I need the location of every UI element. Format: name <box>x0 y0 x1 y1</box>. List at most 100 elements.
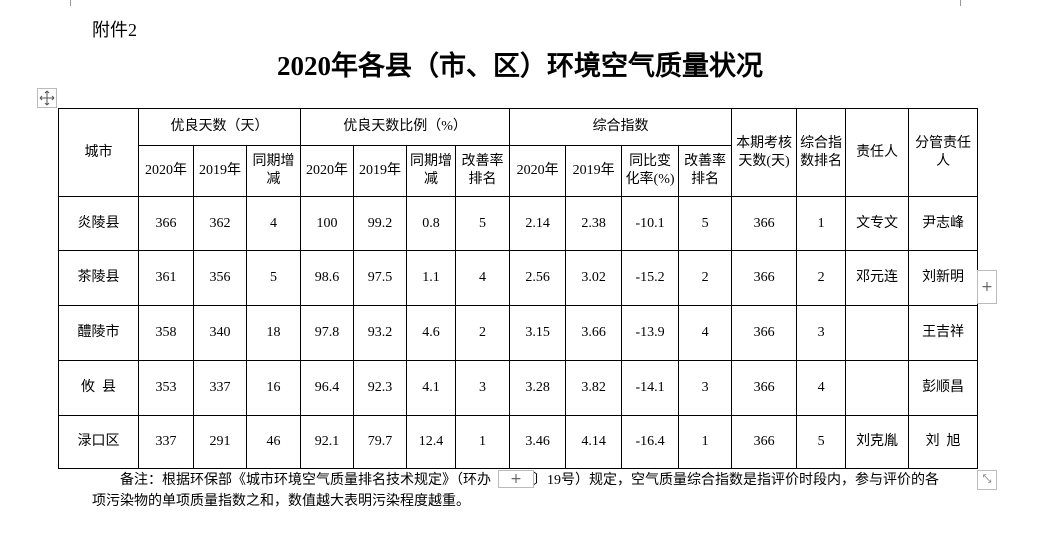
sub-header: 2020年 <box>509 145 567 197</box>
text-cell: 醴陵市 <box>58 305 139 361</box>
text-cell: 刘克胤 <box>845 415 910 469</box>
number-cell: 4.6 <box>406 305 457 361</box>
text-cell: 尹志峰 <box>908 196 979 251</box>
number-cell: 4.1 <box>406 360 457 416</box>
number-cell: 99.2 <box>353 196 408 251</box>
number-cell: 1 <box>455 415 511 469</box>
number-cell: 2.38 <box>565 196 623 251</box>
text-cell: 刘新明 <box>908 250 979 306</box>
sub-header: 2020年 <box>138 145 194 197</box>
number-cell: 1 <box>678 415 733 469</box>
text-cell: 炎陵县 <box>58 196 139 251</box>
number-cell: 93.2 <box>353 305 408 361</box>
number-cell: -15.2 <box>621 250 680 306</box>
number-cell: 1 <box>796 196 847 251</box>
sub-header: 改善率排名 <box>678 145 733 197</box>
number-cell: 96.4 <box>300 360 355 416</box>
group-header: 责任人 <box>845 108 910 197</box>
margin-mark <box>960 0 961 6</box>
number-cell: 3.46 <box>509 415 567 469</box>
number-cell: 362 <box>193 196 247 251</box>
text-cell <box>845 360 910 416</box>
number-cell: 4 <box>245 196 302 251</box>
number-cell: -13.9 <box>621 305 680 361</box>
add-column-button[interactable]: + <box>977 270 997 304</box>
number-cell: 92.3 <box>353 360 408 416</box>
document-title: 2020年各县（市、区）环境空气质量状况 <box>277 51 763 81</box>
text-cell: 渌口区 <box>58 415 139 469</box>
table-move-handle[interactable] <box>37 88 57 108</box>
attachment-label: 附件2 <box>92 20 137 40</box>
sub-header: 同比变化率(%) <box>621 145 680 197</box>
data-row: 醴陵市 358 340 18 97.8 93.2 4.6 2 3.15 3.66 -13.9 4 366… <box>58 305 979 361</box>
number-cell: 2 <box>455 305 511 361</box>
number-cell: 5 <box>455 196 511 251</box>
text-cell: 攸 县 <box>58 360 139 416</box>
number-cell: 3 <box>796 305 847 361</box>
number-cell: 3 <box>678 360 733 416</box>
group-header: 综合指数 <box>509 108 733 146</box>
number-cell: 18 <box>245 305 302 361</box>
number-cell: 4 <box>678 305 733 361</box>
number-cell: 1.1 <box>406 250 457 306</box>
group-header: 本期考核天数(天) <box>731 108 798 197</box>
group-header: 优良天数（天） <box>137 108 302 146</box>
number-cell: 98.6 <box>300 250 355 306</box>
number-cell: 97.5 <box>353 250 408 306</box>
move-icon <box>39 90 55 106</box>
text-cell: 刘 旭 <box>908 415 979 469</box>
number-cell: 337 <box>138 415 194 469</box>
header-row: 2020年 2019年 同期增减 2020年 2019年 同期增减 改善率排名 2020年 20… <box>59 145 978 197</box>
number-cell: 92.1 <box>300 415 355 469</box>
margin-mark <box>70 0 71 6</box>
number-cell: 366 <box>138 196 194 251</box>
group-header: 分管责任人 <box>908 108 979 197</box>
number-cell: 46 <box>245 415 302 469</box>
text-cell: 文专文 <box>845 196 910 251</box>
group-header: 城市 <box>58 108 139 197</box>
resize-handle[interactable]: ⤡ <box>977 470 997 490</box>
data-row: 渌口区 337 291 46 92.1 79.7 12.4 1 3.46 4.14 -16.4 1 36… <box>58 415 979 469</box>
data-row: 茶陵县 361 356 5 98.6 97.5 1.1 4 2.56 3.02 -15.2 2 366 2… <box>58 250 979 306</box>
number-cell: 3.66 <box>565 305 623 361</box>
number-cell: 5 <box>678 196 733 251</box>
number-cell: 361 <box>138 250 194 306</box>
number-cell: 4 <box>796 360 847 416</box>
number-cell: 337 <box>193 360 247 416</box>
sub-header: 同期增减 <box>406 145 457 197</box>
number-cell: 16 <box>245 360 302 416</box>
number-cell: 3.02 <box>565 250 623 306</box>
group-header: 综合指数排名 <box>796 108 847 197</box>
number-cell: 2 <box>796 250 847 306</box>
number-cell: 366 <box>731 360 798 416</box>
sub-header: 2019年 <box>193 145 247 197</box>
number-cell: 366 <box>731 415 798 469</box>
group-header: 优良天数比例（%） <box>300 108 511 146</box>
number-cell: 2.14 <box>509 196 567 251</box>
number-cell: 97.8 <box>300 305 355 361</box>
number-cell: -16.4 <box>621 415 680 469</box>
number-cell: 3 <box>455 360 511 416</box>
number-cell: -10.1 <box>621 196 680 251</box>
text-cell: 邓元连 <box>845 250 910 306</box>
number-cell: 358 <box>138 305 194 361</box>
number-cell: 79.7 <box>353 415 408 469</box>
sub-header: 2020年 <box>300 145 355 197</box>
number-cell: 366 <box>731 196 798 251</box>
number-cell: 366 <box>731 250 798 306</box>
number-cell: 291 <box>193 415 247 469</box>
number-cell: 0.8 <box>406 196 457 251</box>
data-row: 攸 县 353 337 16 96.4 92.3 4.1 3 3.28 3.82 -14.1 3 366… <box>58 360 979 416</box>
text-cell <box>845 305 910 361</box>
number-cell: 3.28 <box>509 360 567 416</box>
text-cell: 彭顺昌 <box>908 360 979 416</box>
number-cell: 2 <box>678 250 733 306</box>
sub-header: 改善率排名 <box>455 145 511 197</box>
sub-header: 2019年 <box>565 145 623 197</box>
add-row-button[interactable]: + <box>498 470 534 488</box>
number-cell: 12.4 <box>406 415 457 469</box>
number-cell: 3.82 <box>565 360 623 416</box>
number-cell: 4 <box>455 250 511 306</box>
data-table: 城市 优良天数（天） 优良天数比例（%） 综合指数 本期考核天数(天) 综合指数排名 责任人… <box>58 108 979 469</box>
